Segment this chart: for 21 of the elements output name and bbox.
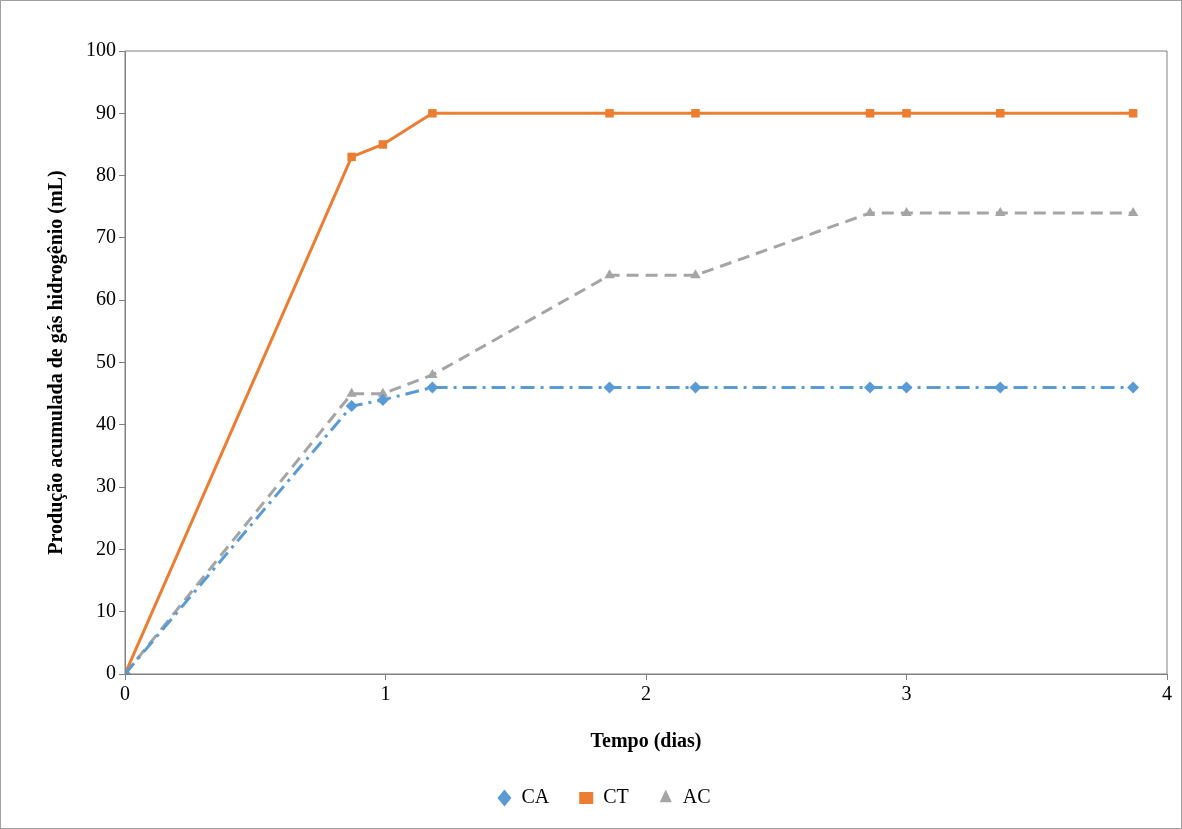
x-tick-label: 3 (901, 682, 912, 705)
y-tick-label: 80 (96, 162, 116, 185)
x-axis-title: Tempo (dias) (590, 729, 702, 753)
y-axis-title: Produção acumulada de gás hidrogênio (mL) (44, 170, 68, 555)
y-tick-label: 50 (96, 349, 116, 372)
y-tick-label: 70 (96, 225, 116, 248)
y-tick-label: 40 (96, 412, 116, 435)
y-tick-label: 10 (96, 598, 116, 621)
y-tick-label: 100 (86, 38, 116, 61)
x-tick-label: 2 (641, 682, 651, 705)
x-tick-label: 1 (380, 682, 391, 705)
legend-label: CA (521, 785, 550, 808)
y-tick-label: 30 (96, 474, 116, 497)
y-tick-label: 0 (106, 661, 116, 684)
x-tick-label: 0 (120, 682, 130, 705)
x-tick-label: 4 (1162, 682, 1172, 705)
y-tick-label: 20 (96, 536, 116, 559)
y-tick-label: 90 (96, 100, 116, 123)
legend-label: AC (682, 785, 711, 808)
legend-label: CT (603, 785, 629, 808)
y-tick-label: 60 (96, 287, 116, 310)
